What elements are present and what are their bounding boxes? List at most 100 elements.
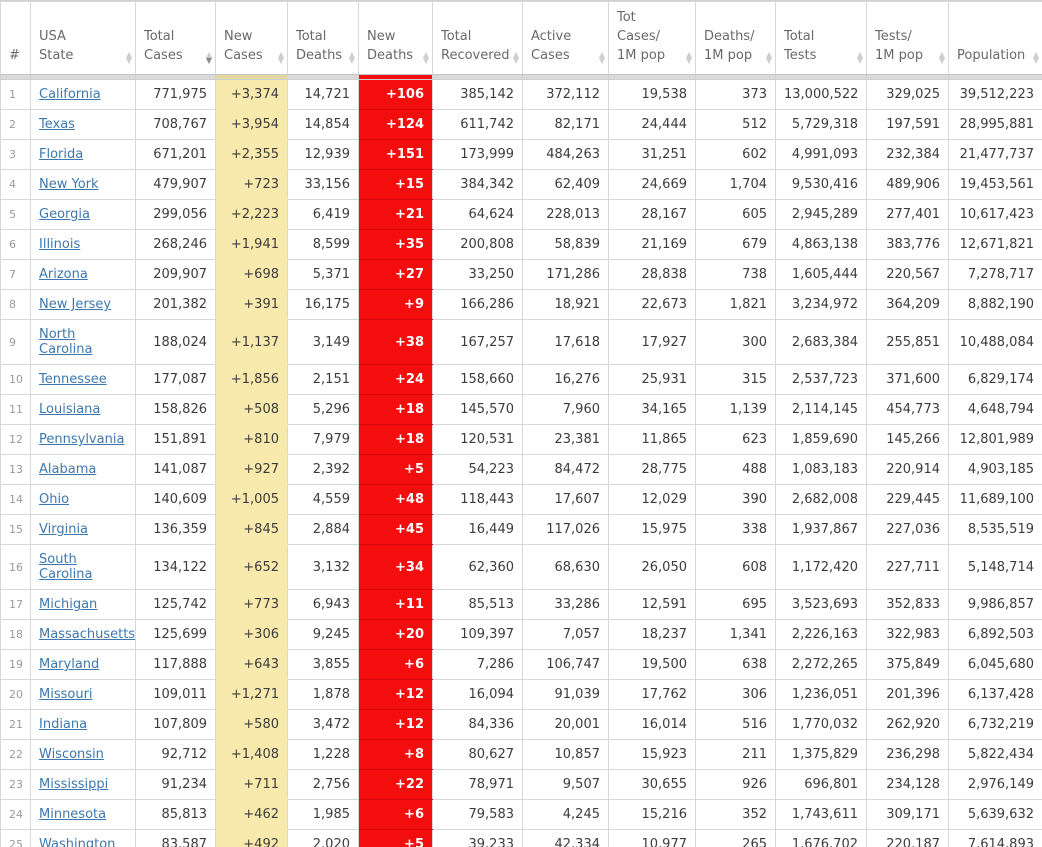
cell-total_deaths: 5,296 <box>287 394 359 425</box>
cell-total_tests: 5,729,318 <box>775 109 867 140</box>
table-row: 20 Missouri 109,011 +1,271 1,878 +12 16,094 91,… <box>0 679 1042 710</box>
column-header-label: Total Deaths <box>296 29 343 63</box>
column-header-label: Total Recovered <box>441 29 510 63</box>
cell-rank: 21 <box>0 709 31 740</box>
column-header-new_deaths[interactable]: New Deaths ▲ ▼ <box>358 1 433 75</box>
cell-cases_per_1m: 15,216 <box>608 799 696 830</box>
state-link[interactable]: Michigan <box>39 597 98 612</box>
cell-total_tests: 2,537,723 <box>775 364 867 395</box>
cell-population: 6,829,174 <box>948 364 1042 395</box>
sort-arrows-icon: ▲ ▼ <box>277 50 284 65</box>
cell-rank: 18 <box>0 619 31 650</box>
cell-new_deaths: +18 <box>358 394 433 425</box>
sort-arrows-icon: ▲ ▼ <box>856 50 863 65</box>
cell-deaths_per_1m: 373 <box>695 79 776 110</box>
column-header-total_recovered[interactable]: Total Recovered ▲ ▼ <box>432 1 523 75</box>
cell-population: 2,976,149 <box>948 769 1042 800</box>
cell-state: Minnesota <box>30 799 136 830</box>
column-header-population[interactable]: Population ▲ ▼ <box>948 1 1042 75</box>
column-header-cases_per_1m[interactable]: Tot Cases/ 1M pop ▲ ▼ <box>608 1 696 75</box>
table-row: 9 North Carolina 188,024 +1,137 3,149 +38 167,… <box>0 319 1042 365</box>
cell-rank: 15 <box>0 514 31 545</box>
column-header-total_cases[interactable]: Total Cases ▲ ▼ <box>135 1 216 75</box>
cell-total_cases: 92,712 <box>135 739 216 770</box>
cell-total_deaths: 2,392 <box>287 454 359 485</box>
column-header-new_cases[interactable]: New Cases ▲ ▼ <box>215 1 288 75</box>
cell-rank: 9 <box>0 319 31 365</box>
state-link[interactable]: Ohio <box>39 492 70 507</box>
column-header-state[interactable]: USA State ▲ ▼ <box>30 1 136 75</box>
cell-population: 6,892,503 <box>948 619 1042 650</box>
state-link[interactable]: Mississippi <box>39 777 109 792</box>
cell-cases_per_1m: 12,591 <box>608 589 696 620</box>
state-link[interactable]: Arizona <box>39 267 88 282</box>
cell-total_cases: 140,609 <box>135 484 216 515</box>
cell-active_cases: 62,409 <box>522 169 609 200</box>
column-header-active_cases[interactable]: Active Cases ▲ ▼ <box>522 1 609 75</box>
state-link[interactable]: Washington <box>39 837 116 847</box>
state-link[interactable]: Florida <box>39 147 84 162</box>
state-link[interactable]: Indiana <box>39 717 88 732</box>
cell-new_cases: +1,005 <box>215 484 288 515</box>
cell-new_deaths: +34 <box>358 544 433 590</box>
cell-deaths_per_1m: 695 <box>695 589 776 620</box>
state-link[interactable]: Louisiana <box>39 402 101 417</box>
cell-new_cases: +508 <box>215 394 288 425</box>
cell-rank: 17 <box>0 589 31 620</box>
state-link[interactable]: New York <box>39 177 99 192</box>
cell-total_cases: 125,699 <box>135 619 216 650</box>
cell-cases_per_1m: 19,500 <box>608 649 696 680</box>
cell-state: New York <box>30 169 136 200</box>
column-header-rank: # <box>0 1 31 75</box>
state-link[interactable]: California <box>39 87 101 102</box>
state-link[interactable]: Illinois <box>39 237 81 252</box>
cell-active_cases: 171,286 <box>522 259 609 290</box>
cell-tests_per_1m: 145,266 <box>866 424 949 455</box>
cell-cases_per_1m: 15,975 <box>608 514 696 545</box>
state-link[interactable]: Pennsylvania <box>39 432 125 447</box>
state-link[interactable]: South Carolina <box>39 552 93 582</box>
column-header-tests_per_1m[interactable]: Tests/ 1M pop ▲ ▼ <box>866 1 949 75</box>
cell-total_deaths: 12,939 <box>287 139 359 170</box>
cell-tests_per_1m: 220,914 <box>866 454 949 485</box>
state-link[interactable]: Tennessee <box>39 372 107 387</box>
cell-total_cases: 177,087 <box>135 364 216 395</box>
cell-total_cases: 117,888 <box>135 649 216 680</box>
state-link[interactable]: Maryland <box>39 657 100 672</box>
state-link[interactable]: Texas <box>39 117 75 132</box>
cell-deaths_per_1m: 306 <box>695 679 776 710</box>
cell-deaths_per_1m: 516 <box>695 709 776 740</box>
state-link[interactable]: New Jersey <box>39 297 112 312</box>
cell-active_cases: 17,618 <box>522 319 609 365</box>
cell-rank: 16 <box>0 544 31 590</box>
sort-arrows-icon: ▲ ▼ <box>348 50 355 65</box>
state-link[interactable]: North Carolina <box>39 327 93 357</box>
cell-total_recovered: 145,570 <box>432 394 523 425</box>
cell-tests_per_1m: 197,591 <box>866 109 949 140</box>
table-row: 2 Texas 708,767 +3,954 14,854 +124 611,742 82,1… <box>0 109 1042 140</box>
column-header-deaths_per_1m[interactable]: Deaths/ 1M pop ▲ ▼ <box>695 1 776 75</box>
cell-total_cases: 188,024 <box>135 319 216 365</box>
state-link[interactable]: Georgia <box>39 207 90 222</box>
cell-total_tests: 1,605,444 <box>775 259 867 290</box>
state-link[interactable]: Massachusetts <box>39 627 136 642</box>
cell-tests_per_1m: 277,401 <box>866 199 949 230</box>
cell-total_recovered: 62,360 <box>432 544 523 590</box>
sort-arrows-icon: ▲ ▼ <box>938 50 945 65</box>
column-header-label: USA State <box>39 29 74 63</box>
table-row: 22 Wisconsin 92,712 +1,408 1,228 +8 80,627 10,8… <box>0 739 1042 770</box>
state-link[interactable]: Minnesota <box>39 807 107 822</box>
cell-new_cases: +643 <box>215 649 288 680</box>
cell-state: Wisconsin <box>30 739 136 770</box>
column-header-total_tests[interactable]: Total Tests ▲ ▼ <box>775 1 867 75</box>
cell-new_deaths: +8 <box>358 739 433 770</box>
state-link[interactable]: Virginia <box>39 522 89 537</box>
column-header-label: Active Cases <box>531 29 572 63</box>
cell-total_cases: 125,742 <box>135 589 216 620</box>
column-header-total_deaths[interactable]: Total Deaths ▲ ▼ <box>287 1 359 75</box>
state-link[interactable]: Wisconsin <box>39 747 104 762</box>
state-link[interactable]: Alabama <box>39 462 97 477</box>
state-link[interactable]: Missouri <box>39 687 93 702</box>
column-header-label: New Deaths <box>367 29 414 63</box>
